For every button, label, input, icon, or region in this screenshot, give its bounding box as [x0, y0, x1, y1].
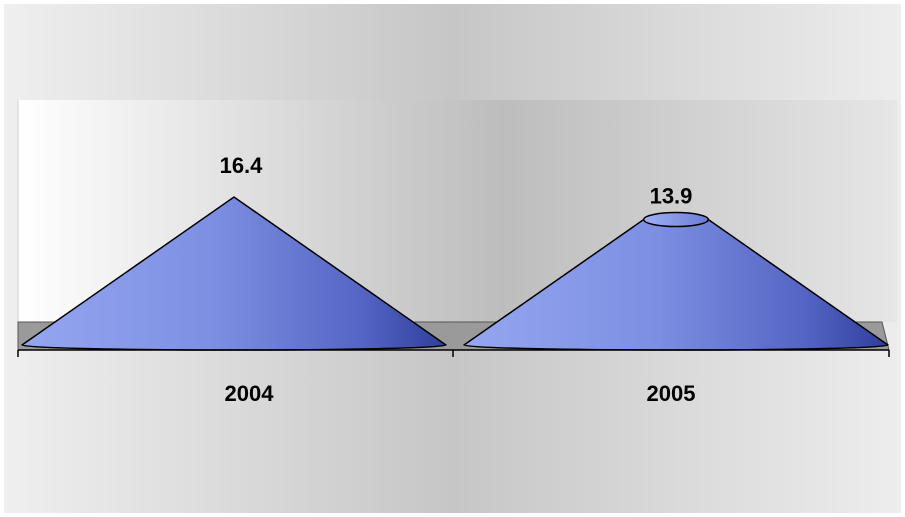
category-label-2005: 2005	[647, 381, 696, 406]
data-label-2004: 16.4	[220, 153, 264, 178]
cone-top-2005	[642, 211, 710, 228]
category-label-2004: 2004	[225, 381, 275, 406]
data-label-2005: 13.9	[650, 184, 693, 209]
